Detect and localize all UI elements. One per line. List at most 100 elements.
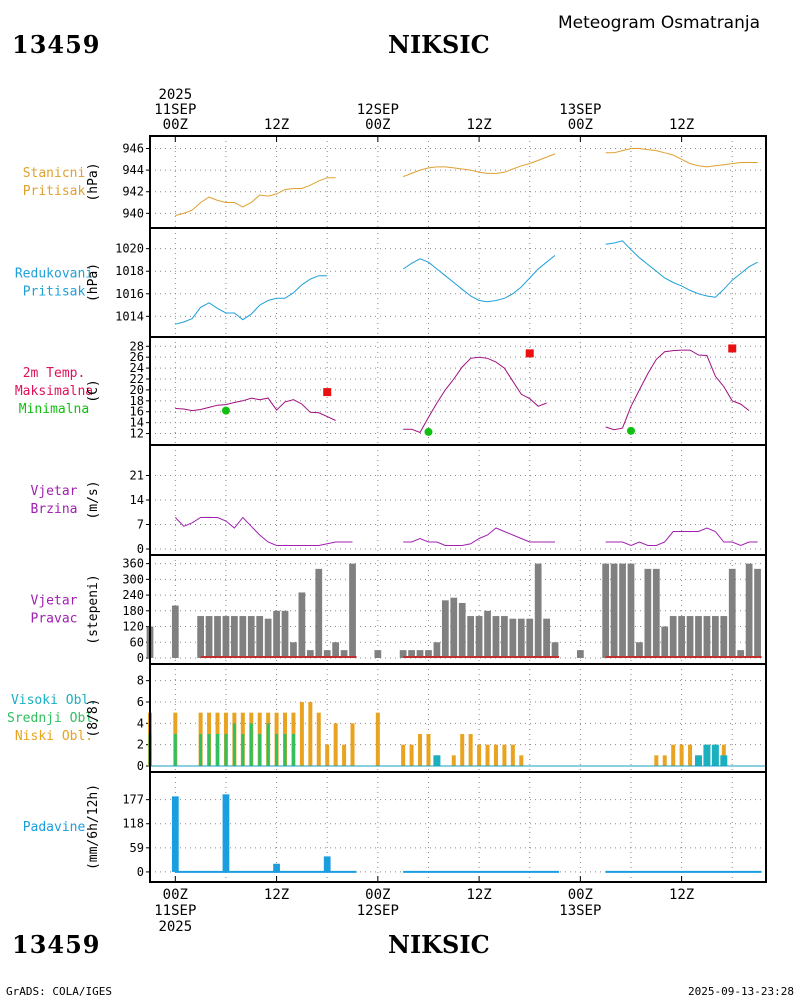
- series-line: [175, 397, 336, 421]
- y-tick-label: 7: [137, 518, 144, 532]
- bottom-tick-label: 13SEP: [559, 903, 601, 919]
- series-line: [402, 255, 556, 303]
- data-bar: [222, 616, 230, 658]
- data-bar: [425, 650, 432, 658]
- y-tick-label: 12: [130, 427, 144, 441]
- top-tick-label: 13SEP: [559, 102, 601, 118]
- bottom-tick-label: 12Z: [466, 887, 491, 903]
- y-tick-label: 26: [130, 350, 144, 364]
- data-bar: [669, 616, 677, 658]
- cloud-bar: [468, 734, 473, 766]
- data-bar: [349, 563, 356, 658]
- y-tick-label: 59: [130, 841, 144, 855]
- data-bar: [171, 796, 179, 872]
- cloud-bar: [241, 734, 245, 766]
- cloud-bar: [342, 744, 347, 766]
- y-axis-label: (m/s): [86, 480, 101, 519]
- data-bar: [205, 616, 213, 658]
- footer-source: GrADS: COLA/IGES: [6, 985, 112, 998]
- cloud-bar: [694, 755, 702, 766]
- bottom-tick-label: 00Z: [365, 887, 390, 903]
- cloud-bar: [275, 734, 279, 766]
- series-line: [605, 240, 758, 298]
- data-bar: [441, 600, 449, 658]
- top-tick-label: 00Z: [163, 117, 188, 133]
- panel-6: 0 2 4 6 8 Visoki Obl. Srednji Obl. Niski Obl.(8…: [7, 663, 767, 773]
- data-bar: [703, 616, 711, 658]
- y-axis-label: (hPa): [86, 263, 101, 302]
- cloud-bar: [679, 744, 684, 766]
- data-bar: [619, 563, 626, 658]
- cloud-bar: [299, 702, 304, 766]
- data-bar: [576, 650, 584, 658]
- panel-title-line: Vjetar: [31, 484, 78, 499]
- y-tick-label: 14: [130, 493, 144, 507]
- y-tick-label: 118: [122, 817, 144, 831]
- y-tick-label: 0: [137, 759, 144, 773]
- data-bar: [332, 642, 340, 658]
- data-bar: [526, 618, 534, 658]
- data-bar: [720, 616, 728, 658]
- bottom-tick-label: 00Z: [163, 887, 188, 903]
- bottom-tick-label: 00Z: [568, 887, 593, 903]
- panel-frame: [149, 336, 767, 446]
- panel-title-line: Vjetar: [31, 594, 78, 609]
- panel-title-line: Redukovani: [15, 267, 93, 282]
- panel-frame: [149, 135, 767, 229]
- panel-title-line: Minimalna: [19, 402, 89, 417]
- y-tick-label: 14: [130, 416, 144, 430]
- cloud-bar: [333, 723, 338, 766]
- series-line: [605, 349, 750, 431]
- cloud-bar: [401, 744, 406, 766]
- data-bar: [711, 616, 719, 658]
- y-tick-label: 946: [122, 141, 144, 155]
- max-temp-marker: [728, 344, 737, 353]
- panel-title-line: Maksimalna: [15, 384, 93, 399]
- cloud-bar: [199, 734, 203, 766]
- data-bar: [644, 568, 652, 658]
- cloud-bar: [249, 723, 253, 766]
- y-tick-label: 24: [130, 361, 144, 375]
- data-bar: [433, 642, 441, 658]
- series-line: [403, 356, 547, 434]
- data-bar: [602, 563, 610, 658]
- data-bar: [416, 650, 424, 658]
- cloud-bar: [671, 744, 676, 766]
- y-tick-label: 177: [122, 793, 144, 807]
- data-bar: [247, 616, 255, 658]
- y-tick-label: 0: [137, 542, 144, 556]
- cloud-bar: [316, 712, 321, 766]
- data-bar: [298, 592, 306, 658]
- data-bar: [239, 616, 247, 658]
- min-temp-marker: [626, 426, 635, 435]
- y-tick-label: 944: [122, 163, 144, 177]
- panel-title-line: Stanicni: [23, 166, 86, 181]
- y-tick-label: 22: [130, 372, 144, 386]
- data-bar: [492, 616, 500, 658]
- data-bar: [745, 563, 753, 658]
- y-tick-label: 300: [122, 572, 144, 586]
- data-bar: [737, 650, 745, 658]
- data-bar: [484, 610, 491, 658]
- cloud-bar: [266, 723, 270, 766]
- data-bar: [290, 642, 297, 658]
- data-bar: [450, 597, 458, 658]
- y-tick-label: 18: [130, 394, 144, 408]
- data-bar: [408, 650, 415, 658]
- data-bar: [323, 650, 331, 658]
- top-tick-label: 2025: [158, 87, 192, 103]
- cloud-bar: [291, 734, 295, 766]
- data-bar: [517, 618, 525, 658]
- cloud-bar: [426, 734, 431, 766]
- data-bar: [231, 616, 238, 658]
- y-tick-label: 940: [122, 206, 144, 220]
- cloud-bar: [283, 734, 287, 766]
- data-bar: [501, 616, 508, 658]
- cloud-bar: [688, 744, 693, 766]
- y-tick-label: 8: [137, 674, 144, 688]
- series-line: [403, 153, 556, 178]
- series-line: [174, 516, 353, 546]
